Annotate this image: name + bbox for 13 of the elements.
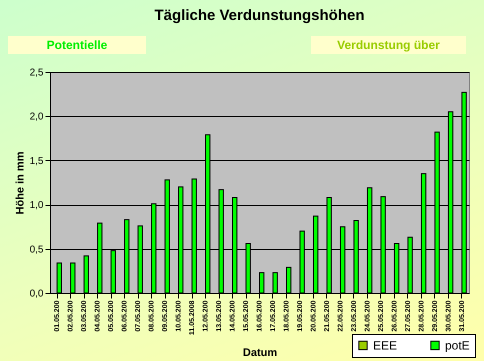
chart-title: Tägliche Verdunstungshöhen — [154, 7, 365, 24]
y-tick-label: 2,0 — [30, 112, 44, 123]
text: Potentielle — [8, 36, 146, 54]
y-tick-label: 0,0 — [30, 288, 44, 300]
y-tick-label: 1,0 — [30, 200, 44, 212]
y-tick-label: 2,5 — [30, 68, 44, 78]
text: Verdunstung über — [311, 36, 466, 54]
x-axis-title: Datum — [242, 347, 278, 360]
y-tick-label: 1,5 — [30, 156, 44, 167]
y-tick-label: 0,5 — [30, 244, 44, 256]
legend-label: potE — [445, 338, 470, 352]
legend-label: EEE — [373, 338, 398, 352]
y-axis-title: Höhe in mm — [14, 151, 27, 214]
